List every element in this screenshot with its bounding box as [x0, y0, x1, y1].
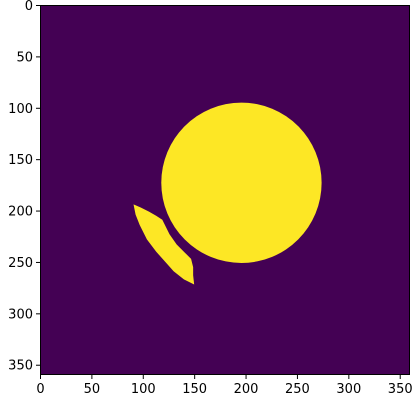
y-tick-label: 250 — [8, 256, 33, 271]
plot-frame — [40, 5, 410, 375]
x-tick-label: 150 — [182, 382, 207, 397]
heatmap-fragment-region — [133, 204, 195, 285]
y-tick-label: 50 — [16, 50, 33, 65]
y-tick-label: 150 — [8, 153, 33, 168]
x-tick-label: 250 — [285, 382, 310, 397]
heatmap-disc-region — [161, 102, 322, 263]
x-tick-label: 300 — [336, 382, 361, 397]
y-tick-label: 200 — [8, 205, 33, 220]
x-axis: 0 50 100 150 200 250 300 350 — [36, 375, 413, 397]
x-tick-label: 50 — [84, 382, 101, 397]
x-tick-label: 200 — [234, 382, 259, 397]
y-tick-label: 300 — [8, 307, 33, 322]
x-tick-label: 350 — [388, 382, 413, 397]
y-tick-label: 100 — [8, 102, 33, 117]
x-tick-label: 100 — [131, 382, 156, 397]
heatmap-shapes — [133, 102, 322, 285]
x-tick-label: 0 — [36, 382, 44, 397]
plot-area — [40, 5, 410, 375]
y-tick-label: 350 — [8, 359, 33, 374]
y-tick-label: 0 — [25, 0, 33, 14]
y-axis: 0 50 100 150 200 250 300 350 — [8, 0, 40, 374]
